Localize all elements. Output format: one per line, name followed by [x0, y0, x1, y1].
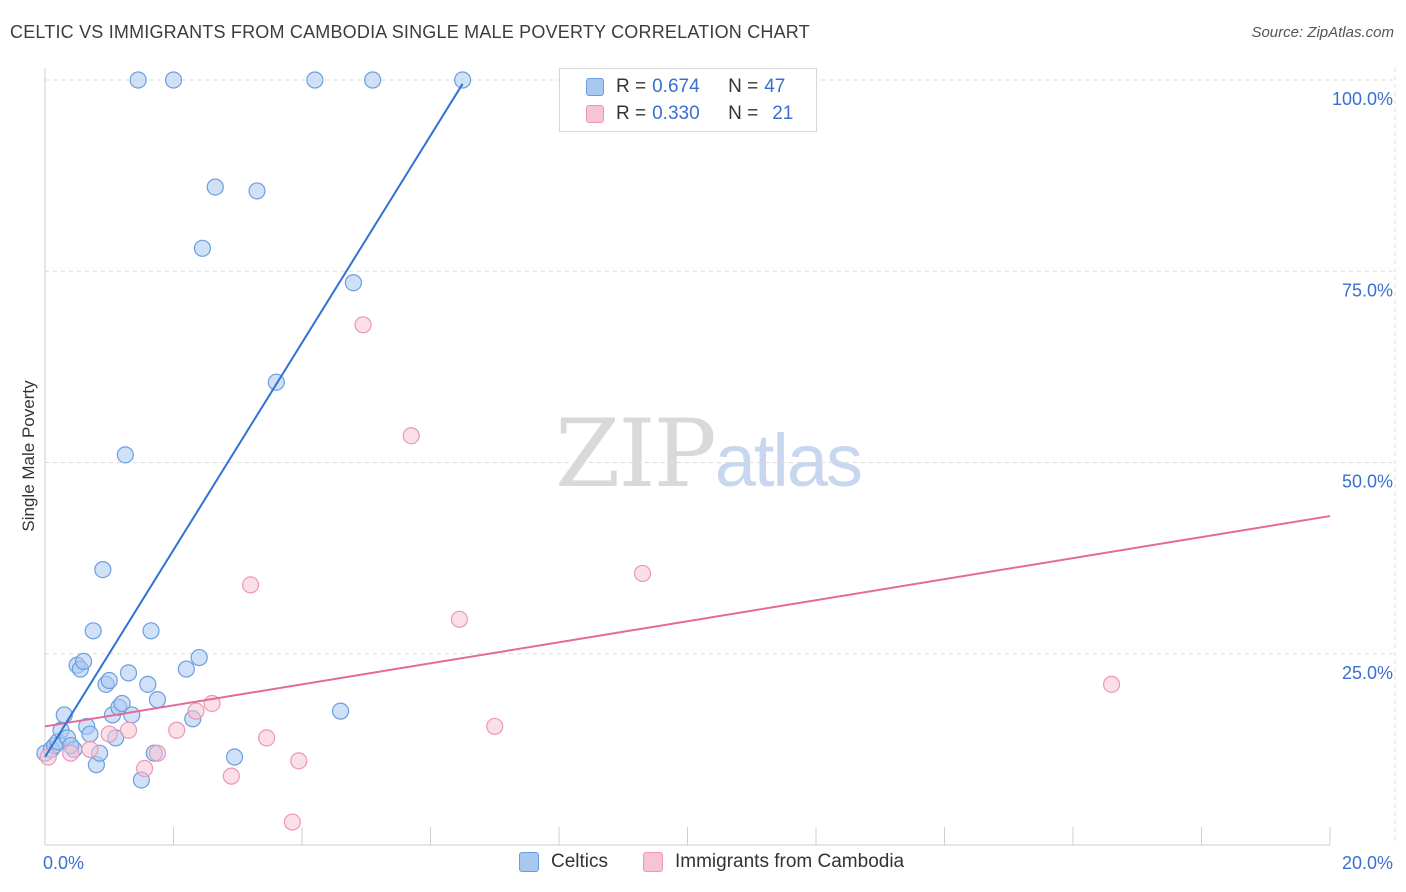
n-value: 47 [764, 76, 786, 97]
celtics-point [190, 648, 208, 667]
celtics-point [248, 182, 266, 200]
cambodia-point [135, 759, 154, 778]
cambodia-point [148, 744, 167, 762]
celtics-trend-line [44, 83, 464, 758]
trend-line-layer [44, 83, 1331, 758]
n-value: 21 [772, 103, 794, 124]
celtics-point [55, 706, 73, 724]
celtics-point [139, 675, 157, 693]
celtics-point [164, 71, 183, 89]
legend-item-celtics: Celtics [519, 851, 608, 873]
cambodia-point [222, 767, 240, 785]
legend-item-cambodia: Immigrants from Cambodia [643, 851, 904, 873]
r-value: 0.330 [652, 103, 700, 124]
cambodia-swatch [586, 105, 604, 123]
celtics-point [113, 694, 131, 713]
watermark-atlas: atlas [714, 419, 863, 502]
celtics-point [225, 748, 244, 766]
celtics-swatch [586, 78, 604, 96]
y-axis-label: Single Male Poverty [19, 380, 38, 532]
cambodia-legend-swatch [643, 852, 663, 872]
celtics-point [116, 446, 134, 464]
stats-row-cambodia: R = 0.330 N = 21 [586, 101, 793, 127]
legend-label-cambodia: Immigrants from Cambodia [675, 851, 905, 872]
celtics-point [123, 706, 141, 724]
stats-legend: R = 0.674 N = 47 R = 0.330 N = 21 [559, 68, 817, 132]
r-label: R = [616, 76, 647, 97]
celtics-point [177, 660, 195, 678]
celtics-point [193, 239, 212, 257]
legend-label-celtics: Celtics [551, 851, 609, 872]
celtics-point [206, 178, 224, 196]
n-label: N = [728, 103, 759, 124]
celtics-point [84, 622, 102, 640]
r-value: 0.674 [652, 76, 700, 97]
celtics-point [74, 652, 93, 671]
cambodia-point [283, 813, 301, 831]
x-tick-label-min: 0.0% [43, 853, 84, 873]
y-tick-label: 50.0% [1342, 472, 1393, 492]
celtics-point [119, 664, 138, 682]
celtics-point [306, 71, 324, 89]
r-label: R = [616, 103, 647, 124]
bottom-legend: Celtics Immigrants from Cambodia [0, 851, 1406, 877]
celtics-point [94, 560, 112, 579]
cambodia-point [633, 564, 652, 583]
x-tick-label-max: 20.0% [1342, 853, 1393, 873]
cambodia-point [258, 729, 276, 747]
grid-layer [45, 68, 1396, 845]
watermark-zip: ZIP [555, 400, 717, 509]
stats-row-celtics: R = 0.674 N = 47 [586, 74, 785, 100]
celtics-point [331, 702, 350, 720]
cambodia-point [354, 316, 372, 334]
cambodia-point [402, 427, 420, 445]
cambodia-point [290, 752, 308, 770]
watermark: ZIPatlas [555, 400, 863, 509]
source-label: Source: ZipAtlas.com [1251, 24, 1394, 41]
axis-layer [44, 68, 1331, 846]
cambodia-point [81, 740, 99, 758]
tick-label-layer: 25.0% 50.0% 75.0% 100.0% 0.0% 20.0% Single Mal… [19, 89, 1393, 873]
celtics-point [454, 71, 472, 89]
celtics-point [100, 671, 118, 690]
cambodia-point [486, 717, 504, 736]
celtics-point [142, 622, 160, 640]
point-layer [36, 71, 1121, 831]
cambodia-point [62, 744, 80, 762]
cambodia-point [187, 702, 205, 720]
y-tick-label: 75.0% [1342, 280, 1393, 300]
cambodia-point [39, 748, 57, 766]
n-label: N = [728, 76, 759, 97]
cambodia-point [168, 721, 186, 739]
y-tick-label: 25.0% [1342, 663, 1393, 683]
cambodia-point [450, 610, 469, 628]
cambodia-point [242, 576, 260, 594]
celtics-point [344, 274, 362, 292]
cambodia-point [100, 725, 118, 743]
cambodia-point [1102, 675, 1121, 693]
y-tick-label: 100.0% [1332, 89, 1393, 109]
celtics-point [81, 725, 99, 743]
celtics-legend-swatch [519, 852, 539, 872]
cambodia-point [119, 721, 138, 739]
celtics-point [148, 691, 167, 709]
celtics-point [129, 71, 147, 89]
cambodia-trend-line [44, 515, 1331, 728]
celtics-point [364, 71, 382, 89]
chart-title: CELTIC VS IMMIGRANTS FROM CAMBODIA SINGL… [10, 22, 810, 42]
